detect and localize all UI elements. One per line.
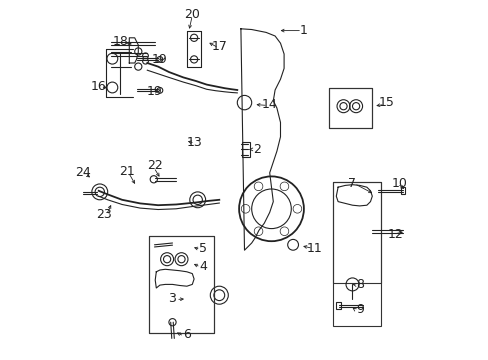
Text: 8: 8 xyxy=(355,278,363,291)
Bar xyxy=(328,88,371,128)
Bar xyxy=(149,236,213,333)
Text: 22: 22 xyxy=(146,159,162,172)
Text: 16: 16 xyxy=(91,80,106,93)
Text: 2: 2 xyxy=(253,143,261,156)
Text: 23: 23 xyxy=(96,208,112,221)
Text: 19: 19 xyxy=(152,53,167,66)
Text: 17: 17 xyxy=(211,40,227,53)
Text: 1: 1 xyxy=(299,24,307,37)
Text: 12: 12 xyxy=(387,228,403,240)
Text: 5: 5 xyxy=(199,242,207,255)
Bar xyxy=(332,182,381,283)
Text: 20: 20 xyxy=(184,8,200,21)
Text: 10: 10 xyxy=(390,177,407,190)
Text: 9: 9 xyxy=(355,303,363,316)
Bar xyxy=(400,187,405,194)
Text: 15: 15 xyxy=(378,96,394,109)
Text: 24: 24 xyxy=(75,166,90,179)
Bar xyxy=(328,88,371,128)
Text: 19: 19 xyxy=(146,85,162,98)
Text: 21: 21 xyxy=(120,165,135,177)
Text: 4: 4 xyxy=(199,260,206,273)
Bar xyxy=(241,142,249,157)
Text: 6: 6 xyxy=(183,328,190,341)
Text: 11: 11 xyxy=(306,242,322,255)
Bar xyxy=(332,182,381,326)
Text: 7: 7 xyxy=(348,177,356,190)
Text: 13: 13 xyxy=(186,136,202,149)
Bar xyxy=(336,302,340,309)
Text: 14: 14 xyxy=(261,98,277,111)
Text: 3: 3 xyxy=(168,292,176,305)
Text: 18: 18 xyxy=(112,35,128,48)
Bar xyxy=(149,236,213,333)
